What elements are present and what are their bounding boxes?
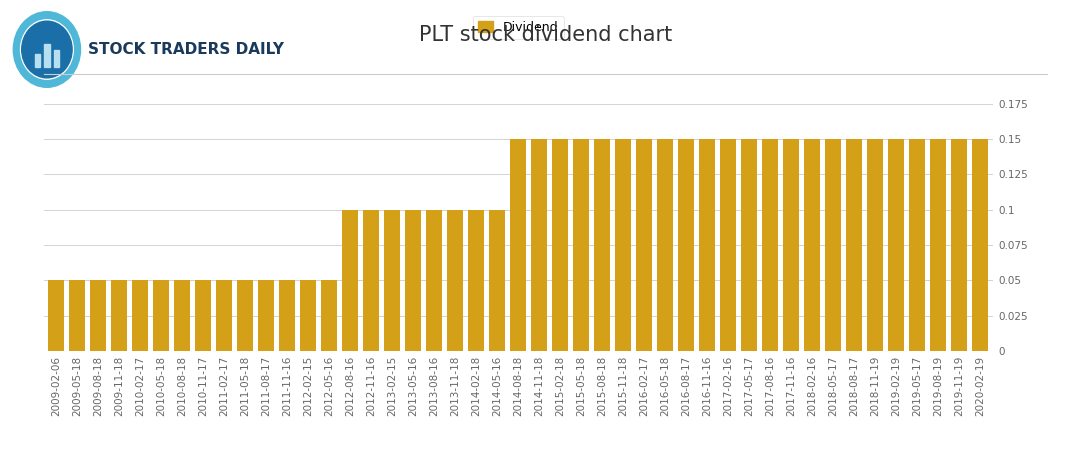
Bar	[468, 210, 484, 351]
Bar	[951, 139, 967, 351]
Bar	[699, 139, 715, 351]
Bar	[343, 210, 358, 351]
Bar	[48, 280, 64, 351]
Bar	[132, 280, 148, 351]
Bar	[783, 139, 799, 351]
Bar	[931, 139, 946, 351]
Bar	[972, 139, 988, 351]
Bar	[175, 280, 190, 351]
Bar	[615, 139, 631, 351]
Text: STOCK TRADERS DAILY: STOCK TRADERS DAILY	[87, 42, 284, 57]
Bar	[574, 139, 589, 351]
Text: PLT stock dividend chart: PLT stock dividend chart	[419, 25, 672, 45]
Bar	[216, 280, 232, 351]
Bar	[531, 139, 547, 351]
Bar	[636, 139, 652, 351]
Bar	[384, 210, 400, 351]
Bar	[111, 280, 128, 351]
Bar	[300, 280, 316, 351]
Bar	[867, 139, 883, 351]
Bar	[679, 139, 694, 351]
Bar	[427, 210, 442, 351]
Bar	[45, 44, 49, 67]
Bar	[804, 139, 820, 351]
Bar	[259, 280, 274, 351]
Bar	[322, 280, 337, 351]
Bar	[363, 210, 379, 351]
Bar	[279, 280, 295, 351]
Bar	[490, 210, 505, 351]
Bar	[909, 139, 925, 351]
Legend: Dividend: Dividend	[472, 16, 564, 39]
Bar	[742, 139, 757, 351]
Bar	[154, 280, 169, 351]
Bar	[406, 210, 421, 351]
Bar	[825, 139, 841, 351]
Bar	[847, 139, 862, 351]
Bar	[53, 50, 59, 67]
Bar	[447, 210, 463, 351]
Circle shape	[22, 21, 72, 78]
Bar	[763, 139, 778, 351]
Bar	[511, 139, 526, 351]
Bar	[91, 280, 106, 351]
Circle shape	[21, 20, 73, 79]
Bar	[238, 280, 253, 351]
Bar	[658, 139, 673, 351]
Bar	[552, 139, 568, 351]
Bar	[70, 280, 85, 351]
Bar	[595, 139, 610, 351]
Bar	[35, 54, 40, 67]
Circle shape	[13, 12, 81, 87]
Bar	[888, 139, 904, 351]
Bar	[195, 280, 212, 351]
Bar	[720, 139, 736, 351]
